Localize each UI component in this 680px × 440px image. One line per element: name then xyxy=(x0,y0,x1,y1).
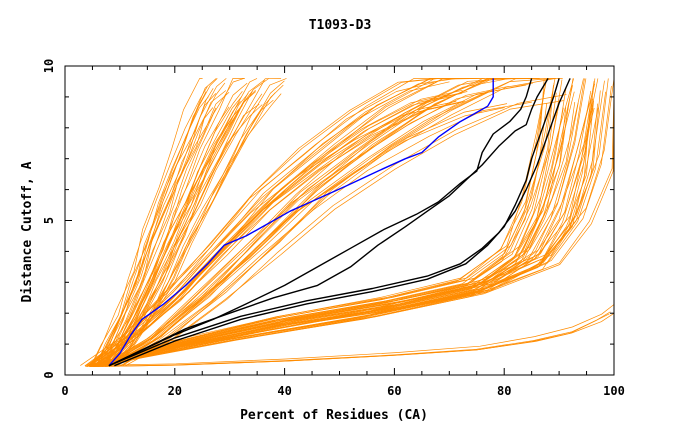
model-line xyxy=(93,78,548,366)
model-line xyxy=(113,101,532,367)
model-line xyxy=(100,78,499,366)
model-line xyxy=(92,96,209,367)
model-line xyxy=(103,90,253,367)
model-line xyxy=(91,78,609,366)
highlight-line-4 xyxy=(108,78,571,367)
x-tick-label: 100 xyxy=(603,384,625,398)
model-line xyxy=(84,81,435,367)
model-line xyxy=(90,86,208,367)
model-line xyxy=(90,78,470,366)
model-line xyxy=(96,95,615,367)
model-line xyxy=(100,78,574,367)
model-line xyxy=(89,78,547,366)
model-line xyxy=(122,78,563,366)
model-line xyxy=(97,82,226,367)
x-tick-label: 20 xyxy=(168,384,182,398)
model-line xyxy=(103,85,509,367)
model-line xyxy=(90,93,217,367)
highlight-line-3 xyxy=(108,78,549,367)
model-line xyxy=(109,78,518,366)
model-line xyxy=(96,78,575,366)
model-line xyxy=(121,78,555,366)
model-line xyxy=(92,101,463,367)
model-line xyxy=(96,91,615,367)
model-line xyxy=(93,78,556,366)
chart-title: T1093-D3 xyxy=(309,18,372,33)
x-tick-label: 80 xyxy=(497,384,511,398)
model-line xyxy=(112,78,537,366)
highlight-line-5 xyxy=(114,78,560,367)
model-line xyxy=(88,78,458,366)
model-line xyxy=(92,99,561,367)
model-line xyxy=(95,107,214,367)
model-line xyxy=(93,313,615,367)
model-line xyxy=(97,107,217,367)
x-tick-label: 0 xyxy=(61,384,68,398)
model-line xyxy=(104,104,243,367)
model-line xyxy=(95,304,615,366)
model-line xyxy=(101,103,590,367)
model-line xyxy=(113,80,285,367)
model-line xyxy=(96,87,567,367)
model-line xyxy=(87,98,594,367)
x-axis-label: Percent of Residues (CA) xyxy=(240,408,428,423)
highlight-line-1 xyxy=(108,78,494,367)
model-line xyxy=(96,106,230,367)
model-line xyxy=(85,78,596,366)
y-tick-label: 0 xyxy=(42,371,56,378)
x-tick-label: 60 xyxy=(387,384,401,398)
y-axis-label: Distance Cutoff, A xyxy=(20,161,35,302)
model-line xyxy=(106,103,508,367)
model-line xyxy=(102,107,505,367)
y-tick-label: 5 xyxy=(42,217,56,224)
model-line xyxy=(91,78,203,366)
model-line xyxy=(87,80,605,367)
x-tick-label: 40 xyxy=(277,384,291,398)
model-line xyxy=(107,78,527,366)
model-line xyxy=(95,78,218,366)
x-axis: 0 20 40 60 80 100 xyxy=(61,66,625,398)
model-line xyxy=(90,82,555,367)
plot-lines xyxy=(80,78,615,368)
model-line xyxy=(96,78,217,366)
model-line xyxy=(80,78,439,366)
model-line xyxy=(86,106,442,367)
highlight-lines xyxy=(108,78,571,367)
model-line xyxy=(91,91,207,367)
y-tick-label: 10 xyxy=(42,59,56,73)
y-axis: 0 5 10 xyxy=(42,59,614,379)
model-line xyxy=(105,93,263,367)
model-line xyxy=(120,78,556,367)
